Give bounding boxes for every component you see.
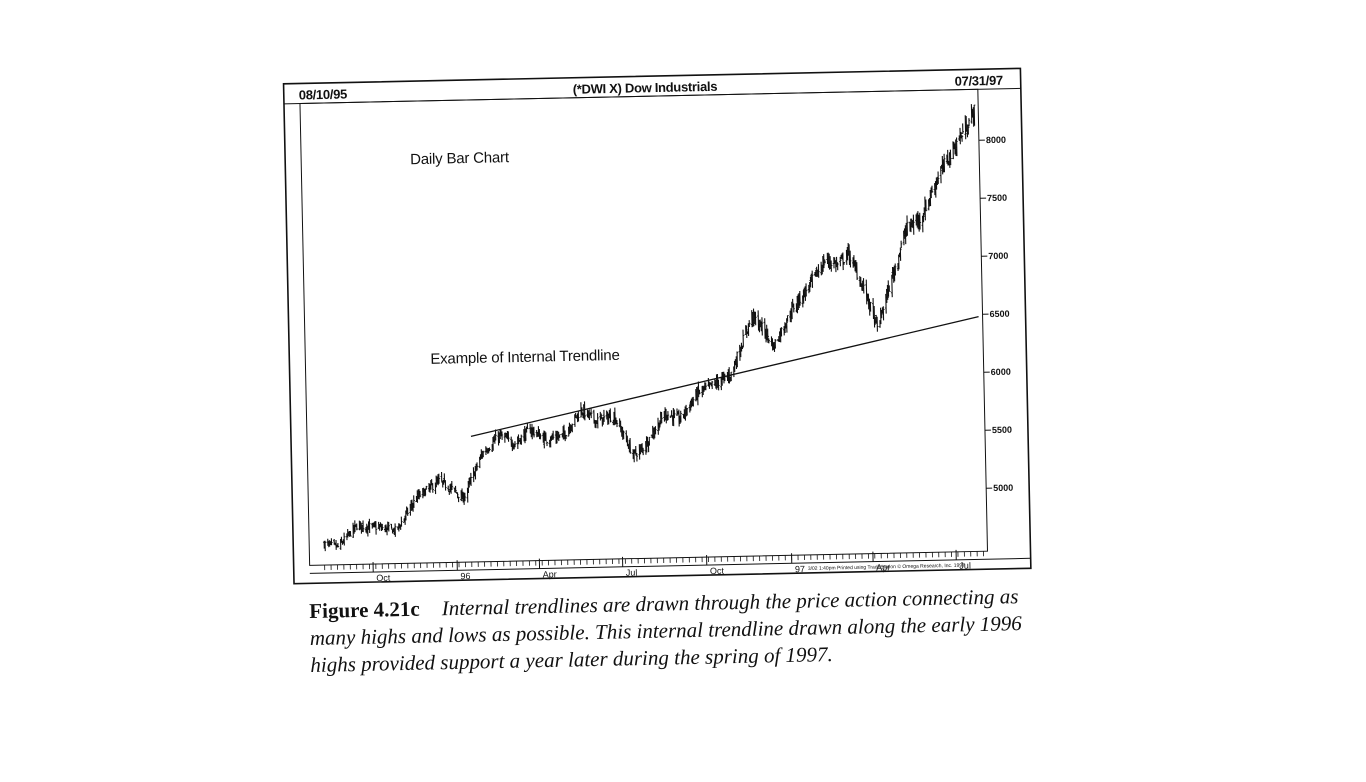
y-tick-label: 6000 <box>991 367 1011 377</box>
price-bar <box>390 524 392 529</box>
price-bar <box>711 381 714 389</box>
price-bar <box>425 486 427 490</box>
chart-start-date: 08/10/95 <box>299 87 348 103</box>
price-bar <box>742 330 745 347</box>
y-tick-label: 6500 <box>989 309 1009 319</box>
y-tick-label: 5000 <box>993 483 1013 493</box>
price-bar <box>440 472 443 482</box>
y-tick-label: 7500 <box>987 193 1007 203</box>
plot-area-border <box>300 89 988 565</box>
figure-label: Figure 4.21c <box>309 597 420 623</box>
price-bar <box>961 123 964 133</box>
price-bar <box>546 442 548 446</box>
x-tick-label: 96 <box>460 571 470 581</box>
x-tick-label: Oct <box>710 566 725 576</box>
price-bars-group <box>314 104 984 551</box>
y-axis-ticks: 5000 5500 6000 6500 7000 7500 8000 <box>979 135 1014 493</box>
chart-end-date: 07/31/97 <box>954 73 1003 89</box>
price-bar <box>961 135 964 142</box>
outer-frame <box>284 68 1031 583</box>
internal-trendline <box>469 317 981 437</box>
chart-title: (*DWI X) Dow Industrials <box>573 79 718 97</box>
price-bar <box>447 486 450 491</box>
price-bar <box>968 118 971 126</box>
x-tick-label: 97 <box>795 564 805 574</box>
price-bar <box>900 241 903 249</box>
chart-kind-annotation: Daily Bar Chart <box>410 149 509 168</box>
price-bar <box>899 248 902 261</box>
y-tick-label: 7000 <box>988 251 1008 261</box>
y-tick-label: 5500 <box>992 425 1012 435</box>
x-tick-label: Jul <box>626 568 638 578</box>
price-bar <box>842 252 845 270</box>
price-bar <box>431 483 434 493</box>
x-tick-label: Apr <box>543 569 557 579</box>
y-tick-label: 8000 <box>986 135 1006 145</box>
x-tick-label: Oct <box>376 573 391 583</box>
